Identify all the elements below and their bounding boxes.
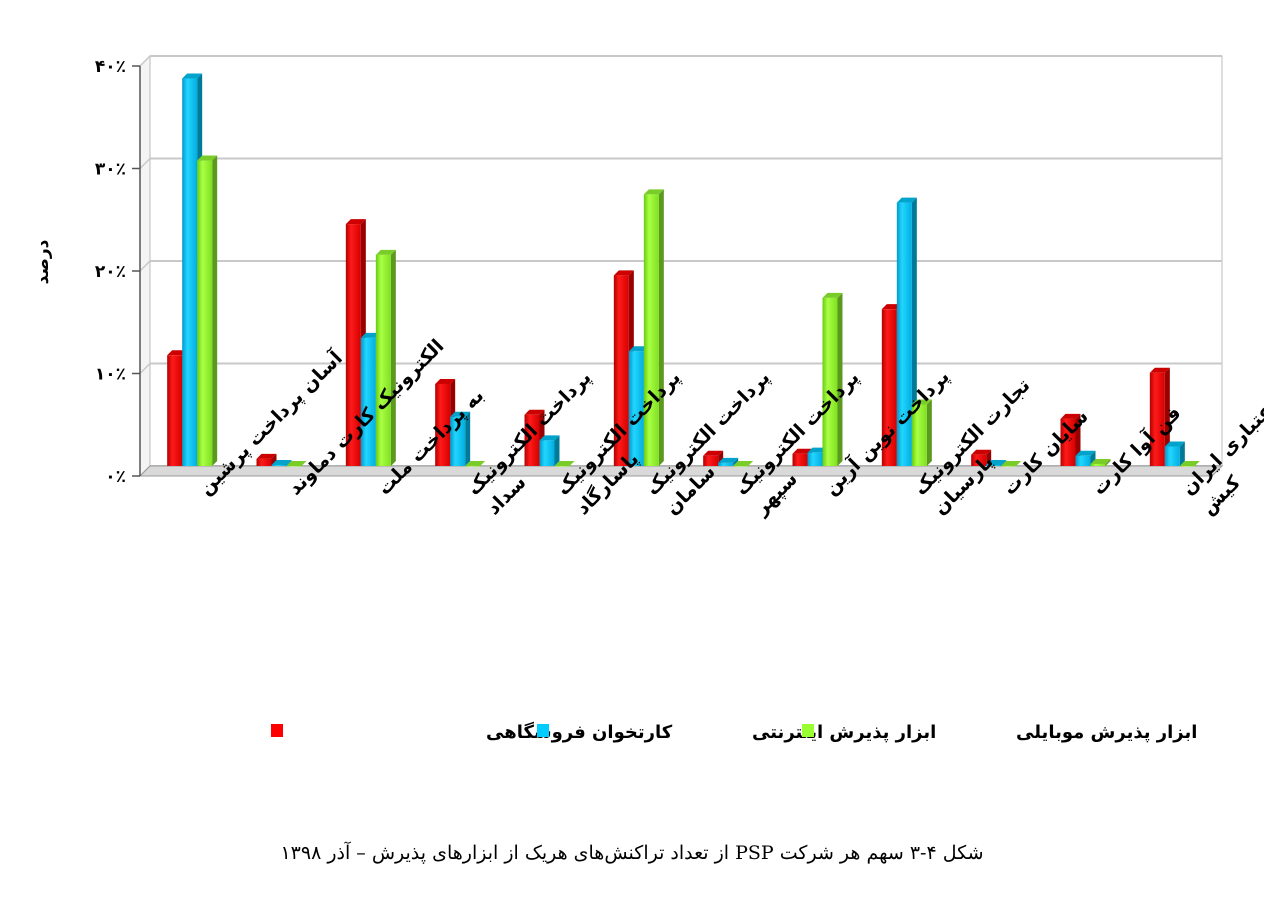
bar-1-4 (539, 435, 560, 466)
bar-2-3 (465, 461, 486, 467)
legend-label: ابزار پذیرش موبایلی (1016, 722, 1197, 743)
bars (167, 73, 1200, 467)
plot-area (139, 54, 1223, 478)
bar-2-5 (643, 189, 664, 466)
bar-1-11 (1164, 441, 1185, 466)
legend-label: ابزار پذیرش اینترنتی (752, 722, 936, 743)
bar-1-9 (986, 459, 1007, 466)
legend: کارتخوان فروشگاهی ابزار پذیرش اینترنتی ابز… (271, 721, 1197, 743)
floor-plane (138, 465, 1224, 477)
y-tick-label: ۲۰٪ (95, 262, 126, 282)
gridline-side (139, 362, 151, 375)
legend-label: کارتخوان فروشگاهی (486, 721, 673, 743)
gridline-side (139, 55, 151, 67)
bar-2-2 (375, 249, 396, 466)
y-tick-label: ۳۰٪ (95, 160, 126, 180)
legend-item-2: ابزار پذیرش موبایلی (802, 722, 1197, 743)
gridline-side (139, 157, 151, 170)
y-tick-label: ۱۰٪ (95, 365, 126, 385)
bar-0-9 (971, 449, 992, 466)
bar-2-7 (822, 292, 843, 466)
legend-swatch (802, 724, 814, 737)
bar-1-8 (896, 197, 917, 466)
gridlines (139, 55, 1222, 477)
gridline-side (139, 260, 151, 272)
y-tick-label: ۰٪ (105, 467, 126, 487)
bar-0-11 (1149, 367, 1170, 466)
y-axis-label: درصد (33, 239, 53, 284)
legend-swatch (271, 724, 283, 737)
legend-item-1: ابزار پذیرش اینترنتی (537, 722, 936, 743)
bar-1-6 (718, 457, 739, 466)
bar-2-11 (1179, 461, 1200, 467)
bar-0-1 (256, 453, 277, 466)
y-tick-label: ۴۰٪ (95, 57, 126, 77)
legend-item-0: کارتخوان فروشگاهی (271, 721, 673, 743)
bar-2-8 (911, 399, 932, 466)
bar-2-1 (286, 461, 307, 467)
y-axis: ۰٪ ۱۰٪ ۲۰٪ ۳۰٪ ۴۰٪ (95, 57, 141, 487)
bar-2-0 (197, 155, 218, 467)
bar-1-1 (271, 459, 292, 466)
legend-swatch (537, 724, 549, 737)
bar-2-4 (554, 461, 575, 467)
plot-floor (138, 465, 1224, 477)
bar-2-9 (1001, 461, 1022, 467)
bar-1-3 (450, 411, 471, 466)
figure-caption: شکل ۴-۳ سهم هر شرکت PSP از تعداد تراکنش‌… (280, 842, 984, 864)
bar-2-10 (1090, 458, 1111, 466)
bar-2-6 (733, 461, 754, 467)
